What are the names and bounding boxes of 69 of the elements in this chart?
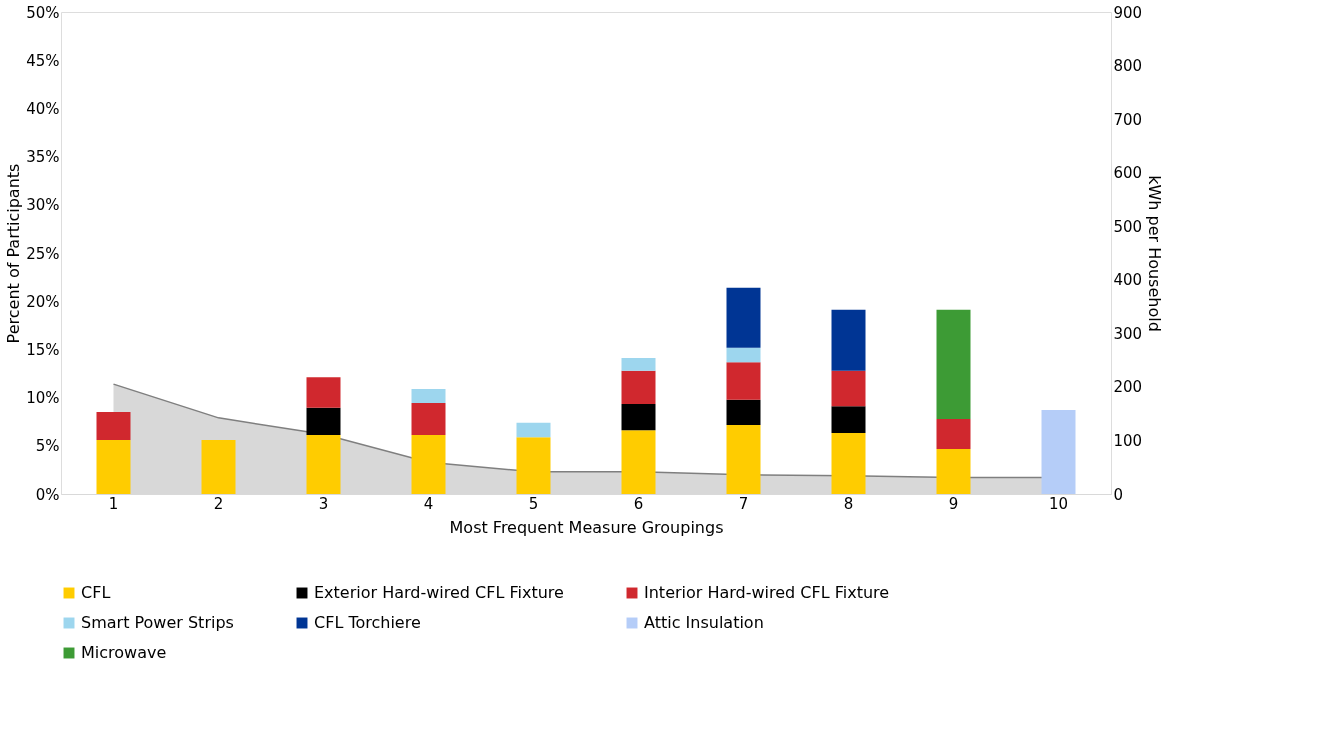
y2-axis-title: kWh per Household — [1145, 175, 1165, 332]
legend-label: Attic Insulation — [644, 613, 764, 632]
bar — [621, 357, 656, 371]
bar — [726, 347, 761, 363]
y-tick-label: 15% — [26, 340, 60, 359]
bar — [831, 432, 866, 494]
x-axis-title: Most Frequent Measure Groupings — [449, 517, 724, 537]
bar — [516, 437, 551, 494]
y-tick-label: 25% — [26, 244, 60, 263]
legend-label: Exterior Hard-wired CFL Fixture — [314, 583, 564, 602]
bar — [96, 412, 131, 440]
y2-tick-label: 800 — [1113, 57, 1143, 76]
bar — [306, 407, 341, 436]
y2-tick-label: 400 — [1113, 271, 1143, 290]
bar — [831, 309, 866, 371]
bar — [831, 406, 866, 433]
y-tick-label: 40% — [26, 99, 60, 118]
bar — [936, 419, 971, 450]
y2-tick-label: 900 — [1113, 3, 1143, 22]
bar — [831, 370, 866, 407]
y-tick-label: 30% — [26, 196, 60, 215]
y2-tick-label: 0 — [1113, 485, 1124, 504]
bar — [726, 362, 761, 400]
legend-label: Smart Power Strips — [81, 613, 234, 632]
y2-tick-label: 700 — [1113, 110, 1143, 129]
bar — [411, 389, 446, 403]
y-tick-label: 50% — [26, 3, 60, 22]
y2-tick-label: 200 — [1113, 378, 1143, 397]
x-tick-label: 7 — [738, 494, 749, 513]
x-tick-label: 10 — [1048, 494, 1069, 513]
x-tick-label: 2 — [213, 494, 224, 513]
x-tick-label: 6 — [633, 494, 644, 513]
y-tick-label: 0% — [35, 485, 60, 504]
bar — [621, 404, 656, 431]
bar — [411, 402, 446, 436]
y-tick-label: 35% — [26, 148, 60, 167]
y2-tick-label: 600 — [1113, 164, 1143, 183]
bar — [201, 439, 236, 494]
bar — [306, 435, 341, 494]
y-tick-label: 45% — [26, 51, 60, 70]
bar — [516, 422, 551, 438]
x-tick-label: 1 — [108, 494, 119, 513]
bar — [96, 439, 131, 494]
bar — [1041, 409, 1076, 494]
y2-tick-label: 100 — [1113, 431, 1143, 450]
bar — [936, 449, 971, 494]
y-tick-label: 10% — [26, 389, 60, 408]
bar — [936, 309, 971, 420]
y-tick-label: 5% — [35, 437, 60, 456]
bar — [621, 430, 656, 494]
x-tick-label: 4 — [423, 494, 434, 513]
y2-tick-label: 300 — [1113, 324, 1143, 343]
bar — [306, 377, 341, 408]
y2-tick-label: 500 — [1113, 217, 1143, 236]
x-tick-label: 8 — [843, 494, 854, 513]
bar — [726, 399, 761, 425]
x-tick-label: 9 — [948, 494, 959, 513]
bar — [726, 424, 761, 494]
legend-label: Microwave — [81, 643, 167, 662]
legend-label: Interior Hard-wired CFL Fixture — [644, 583, 890, 602]
bar — [621, 370, 656, 405]
x-tick-label: 3 — [318, 494, 329, 513]
legend-label: CFL — [81, 583, 111, 602]
legend-label: CFL Torchiere — [314, 613, 421, 632]
y-axis-title: Percent of Participants — [4, 163, 24, 344]
bar — [726, 287, 761, 348]
y-tick-label: 20% — [26, 292, 60, 311]
bar — [411, 435, 446, 494]
x-tick-label: 5 — [528, 494, 539, 513]
